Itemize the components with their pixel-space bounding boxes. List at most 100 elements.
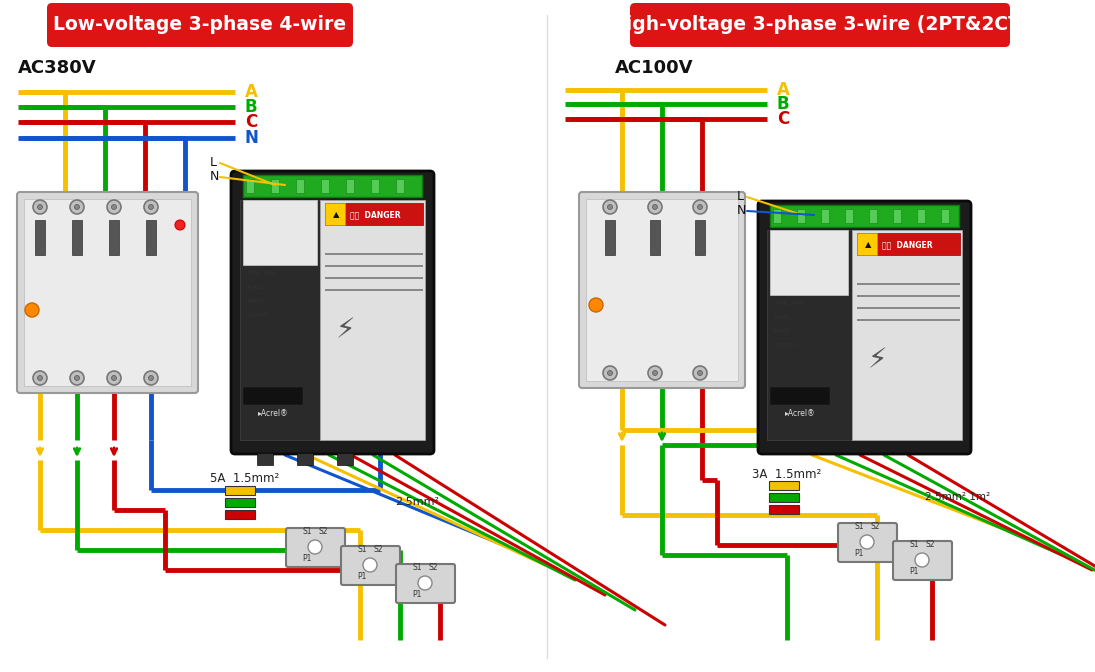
FancyBboxPatch shape [231,171,434,454]
Text: P1: P1 [413,590,422,599]
Circle shape [653,370,657,376]
Bar [325,289,423,291]
FancyBboxPatch shape [630,3,1010,47]
Circle shape [145,200,158,214]
Text: ▸Acrel®: ▸Acrel® [785,409,816,417]
Bar [650,220,660,255]
Bar [769,493,799,502]
Circle shape [364,558,377,572]
Bar [270,179,279,193]
Bar [869,209,877,223]
Circle shape [698,370,703,376]
Circle shape [418,576,433,590]
Text: P1: P1 [854,549,864,558]
Bar [110,220,119,255]
Text: N: N [245,129,258,147]
Bar [770,230,848,295]
Text: TYPE: AM5-: TYPE: AM5- [247,271,278,276]
Text: A: A [777,81,789,99]
Bar [24,199,191,386]
Text: ▲: ▲ [333,210,339,220]
Bar [224,486,255,495]
Text: C: C [777,110,789,128]
Text: 危险  DANGER: 危险 DANGER [349,210,401,220]
FancyBboxPatch shape [341,546,400,585]
Text: S2: S2 [373,545,383,554]
Bar [321,179,328,193]
Text: High-voltage 3-phase 3-wire (2PT&2CT): High-voltage 3-phase 3-wire (2PT&2CT) [610,15,1029,34]
FancyBboxPatch shape [758,201,971,454]
Bar [72,220,82,255]
Circle shape [107,371,122,385]
Circle shape [603,366,616,380]
Text: Low-voltage 3-phase 4-wire: Low-voltage 3-phase 4-wire [54,15,346,34]
Bar [337,453,353,465]
Bar [325,203,345,225]
Bar [371,179,379,193]
Circle shape [698,204,703,210]
Text: N: N [737,204,747,218]
FancyBboxPatch shape [47,3,353,47]
Bar [917,209,925,223]
Text: C: C [245,113,257,131]
Text: INPUT:: INPUT: [247,299,265,304]
Circle shape [37,204,43,210]
Text: B: B [245,98,257,116]
Circle shape [112,376,116,380]
Circle shape [308,540,322,554]
FancyBboxPatch shape [18,192,198,393]
Circle shape [603,200,616,214]
Bar [320,200,425,440]
Text: ACREL: ACREL [774,315,792,320]
Bar [821,209,829,223]
Text: L: L [737,190,744,204]
Bar [695,220,705,255]
Bar [852,230,963,440]
FancyBboxPatch shape [894,541,952,580]
Circle shape [112,204,116,210]
Bar [346,179,354,193]
Text: S2: S2 [319,527,327,536]
Bar [35,220,45,255]
Circle shape [608,370,612,376]
Circle shape [608,204,612,210]
Text: 2.5mm² 1m²: 2.5mm² 1m² [925,492,990,502]
Circle shape [33,200,47,214]
Bar [857,233,960,255]
Text: L: L [210,157,217,169]
Circle shape [915,553,929,567]
Bar [243,387,303,405]
Bar [606,220,615,255]
Circle shape [589,298,603,312]
Circle shape [149,376,153,380]
Circle shape [25,303,39,317]
Circle shape [107,200,122,214]
Bar [773,209,781,223]
Bar [297,453,313,465]
Bar [325,277,423,279]
Text: S2: S2 [871,522,879,531]
Bar [857,319,960,321]
Circle shape [648,200,662,214]
Circle shape [653,204,657,210]
Text: 5A  1.5mm²: 5A 1.5mm² [210,472,279,485]
Text: AC100V: AC100V [615,59,693,77]
Bar [224,510,255,519]
Bar [941,209,949,223]
Circle shape [693,200,707,214]
Text: P1: P1 [302,554,312,563]
Circle shape [37,376,43,380]
Bar [845,209,853,223]
Bar [770,387,830,405]
Circle shape [70,200,84,214]
Bar [325,203,423,225]
Text: B: B [777,95,789,113]
Bar [325,253,423,255]
Bar [257,453,273,465]
Bar [243,200,318,265]
Text: 2.5mm²: 2.5mm² [395,497,439,507]
Text: S2: S2 [925,540,935,549]
FancyBboxPatch shape [838,523,897,562]
Bar [770,205,959,227]
Bar [240,200,322,440]
